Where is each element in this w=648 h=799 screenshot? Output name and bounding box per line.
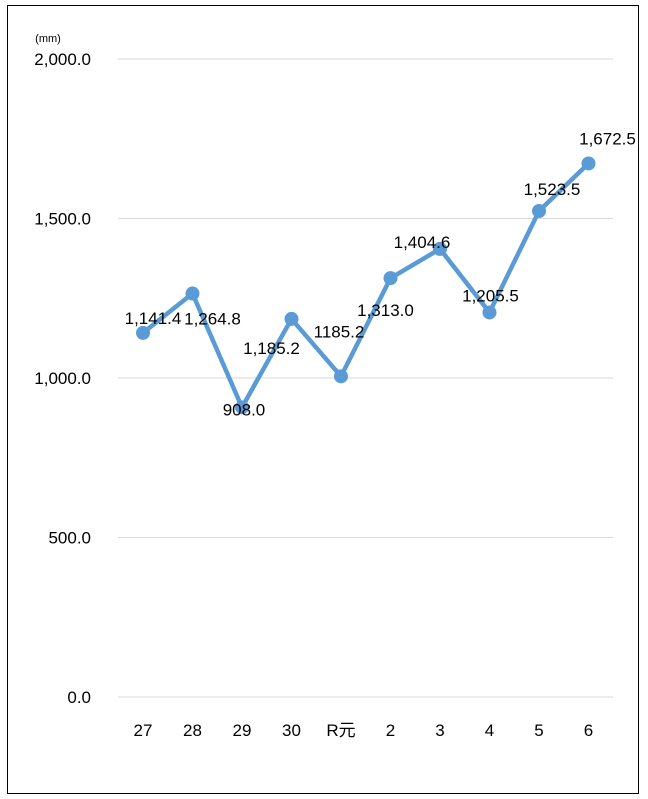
data-point — [532, 204, 546, 219]
x-tick-label: 4 — [485, 721, 494, 740]
data-label: 1,672.5 — [579, 129, 636, 148]
data-point — [383, 271, 398, 286]
data-point — [185, 286, 200, 301]
data-label: 1,264.8 — [184, 310, 241, 329]
data-label: 1,313.0 — [357, 301, 414, 320]
data-point — [482, 305, 497, 320]
data-point — [581, 156, 596, 171]
x-tick-label: 3 — [435, 721, 444, 740]
x-tick-label: 27 — [134, 721, 153, 740]
data-label: 1,523.5 — [524, 180, 581, 199]
series-layer — [136, 156, 596, 415]
x-tick-label: 2 — [386, 721, 395, 740]
x-axis-ticks: 27 28 29 30 R元 2 3 4 5 6 — [134, 721, 594, 740]
x-tick-label: 29 — [233, 721, 252, 740]
data-point — [284, 311, 299, 326]
data-point — [334, 369, 348, 384]
x-tick-label: 30 — [282, 721, 301, 740]
data-point — [235, 400, 249, 415]
x-tick-label: R元 — [326, 721, 355, 740]
data-point — [433, 241, 447, 256]
series-line — [141, 161, 591, 410]
y-tick-label: 1,500.0 — [34, 210, 91, 229]
x-tick-label: 28 — [183, 721, 202, 740]
y-tick-label: 500.0 — [48, 529, 91, 548]
data-labels: 1,141.4 1,264.8 908.0 1,185.2 1185.2 1,313.0 1… — [125, 129, 636, 419]
data-point — [136, 325, 150, 340]
grid-layer — [118, 58, 613, 698]
data-label: 1,205.5 — [462, 286, 519, 305]
data-label: 1,185.2 — [243, 339, 300, 358]
y-tick-label: 1,000.0 — [34, 369, 91, 388]
y-axis-ticks: 0.0 500.0 1,000.0 1,500.0 2,000.0 — [34, 50, 91, 707]
data-label: 908.0 — [223, 400, 266, 419]
y-tick-label: 2,000.0 — [34, 50, 91, 69]
data-label: 1185.2 — [314, 322, 365, 341]
y-unit-label: (mm) — [35, 33, 61, 45]
chart-frame — [7, 5, 639, 794]
data-label: 1,404.6 — [394, 233, 451, 252]
x-tick-label: 6 — [584, 721, 593, 740]
data-label: 1,141.4 — [125, 309, 182, 328]
y-tick-label: 0.0 — [67, 688, 91, 707]
x-tick-label: 5 — [534, 721, 543, 740]
